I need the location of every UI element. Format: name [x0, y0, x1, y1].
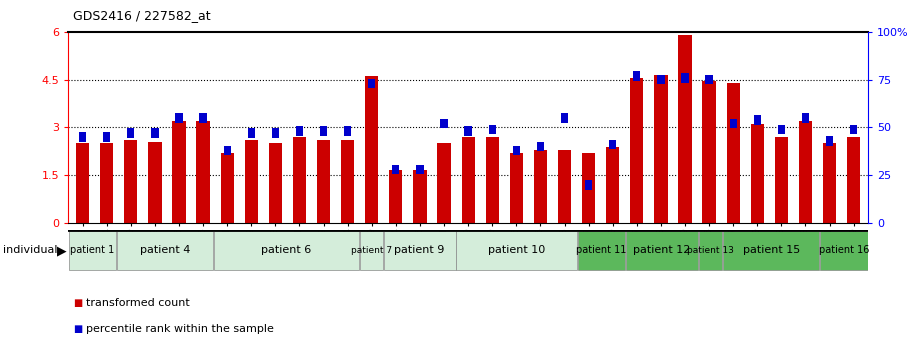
- Text: transformed count: transformed count: [86, 298, 190, 308]
- Bar: [609, 140, 616, 149]
- Bar: [272, 129, 279, 138]
- Bar: [730, 119, 737, 129]
- Text: patient 1: patient 1: [70, 245, 115, 256]
- Bar: [221, 153, 234, 223]
- Bar: [724, 231, 819, 270]
- Bar: [69, 231, 116, 270]
- Bar: [606, 147, 619, 223]
- Bar: [79, 132, 86, 142]
- Bar: [175, 113, 183, 123]
- Text: ▶: ▶: [57, 244, 67, 257]
- Bar: [365, 76, 378, 223]
- Bar: [654, 75, 667, 223]
- Bar: [534, 150, 547, 223]
- Bar: [215, 231, 358, 270]
- Bar: [317, 140, 330, 223]
- Bar: [774, 137, 788, 223]
- Text: patient 9: patient 9: [395, 245, 445, 256]
- Bar: [820, 231, 867, 270]
- Bar: [462, 137, 474, 223]
- Bar: [485, 137, 499, 223]
- Bar: [488, 125, 496, 134]
- Text: patient 7: patient 7: [351, 246, 392, 255]
- Bar: [173, 121, 185, 223]
- Text: individual: individual: [3, 245, 57, 256]
- Bar: [389, 171, 403, 223]
- Bar: [341, 140, 355, 223]
- Bar: [247, 129, 255, 138]
- Bar: [151, 129, 158, 138]
- Bar: [626, 231, 698, 270]
- Bar: [320, 126, 327, 136]
- Bar: [802, 113, 809, 123]
- Bar: [295, 126, 303, 136]
- Bar: [269, 143, 282, 223]
- Bar: [148, 142, 162, 223]
- Text: patient 10: patient 10: [488, 245, 545, 256]
- Bar: [416, 165, 424, 174]
- Bar: [440, 119, 448, 129]
- Bar: [76, 143, 89, 223]
- Bar: [847, 137, 860, 223]
- Bar: [392, 165, 399, 174]
- Text: patient 6: patient 6: [261, 245, 312, 256]
- Bar: [558, 150, 571, 223]
- Bar: [537, 142, 544, 152]
- Bar: [456, 231, 576, 270]
- Bar: [360, 231, 383, 270]
- Bar: [630, 78, 644, 223]
- Bar: [778, 125, 785, 134]
- Bar: [726, 83, 740, 223]
- Bar: [682, 73, 689, 82]
- Bar: [414, 171, 426, 223]
- Bar: [705, 75, 713, 85]
- Text: GDS2416 / 227582_at: GDS2416 / 227582_at: [73, 9, 210, 22]
- Text: percentile rank within the sample: percentile rank within the sample: [86, 324, 275, 334]
- Bar: [799, 121, 812, 223]
- Bar: [850, 125, 857, 134]
- Bar: [117, 231, 213, 270]
- Bar: [823, 143, 836, 223]
- Text: patient 4: patient 4: [140, 245, 190, 256]
- Text: patient 12: patient 12: [634, 245, 691, 256]
- Text: ■: ■: [73, 298, 82, 308]
- Bar: [582, 153, 595, 223]
- Bar: [561, 113, 568, 123]
- Text: patient 15: patient 15: [743, 245, 800, 256]
- Bar: [751, 124, 764, 223]
- Bar: [199, 113, 206, 123]
- Bar: [678, 35, 692, 223]
- Bar: [585, 180, 593, 190]
- Bar: [103, 132, 110, 142]
- Bar: [368, 79, 375, 88]
- Text: patient 16: patient 16: [819, 245, 869, 256]
- Bar: [245, 140, 258, 223]
- Bar: [657, 75, 664, 85]
- Bar: [513, 145, 520, 155]
- Bar: [125, 140, 137, 223]
- Bar: [578, 231, 625, 270]
- Bar: [344, 126, 351, 136]
- Bar: [384, 231, 455, 270]
- Bar: [293, 137, 306, 223]
- Text: ■: ■: [73, 324, 82, 334]
- Text: patient 11: patient 11: [576, 245, 626, 256]
- Bar: [699, 231, 722, 270]
- Bar: [100, 143, 114, 223]
- Bar: [127, 129, 135, 138]
- Bar: [703, 81, 715, 223]
- Bar: [634, 71, 641, 81]
- Bar: [754, 115, 761, 125]
- Bar: [464, 126, 472, 136]
- Text: patient 13: patient 13: [687, 246, 734, 255]
- Bar: [224, 145, 231, 155]
- Bar: [196, 121, 210, 223]
- Bar: [826, 136, 834, 145]
- Bar: [437, 143, 451, 223]
- Bar: [510, 153, 523, 223]
